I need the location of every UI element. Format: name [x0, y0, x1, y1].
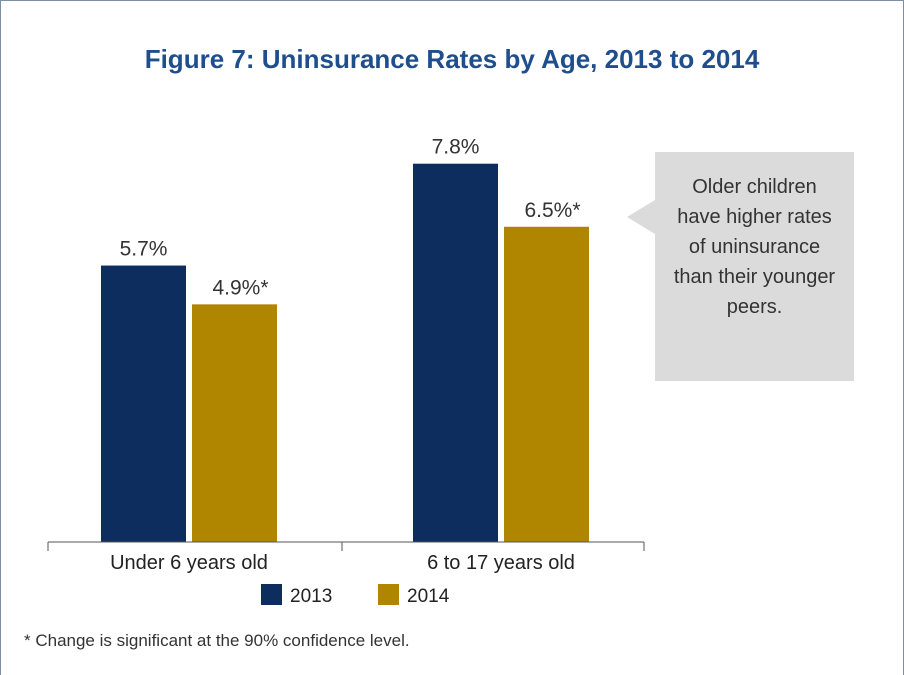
frame-border-top [0, 0, 904, 1]
bar-value-label: 6.5%* [524, 199, 580, 222]
chart-title: Figure 7: Uninsurance Rates by Age, 2013… [144, 44, 760, 74]
annotation-callout: Older children have higher rates of unin… [655, 152, 854, 381]
bar-value-label: 7.8% [432, 136, 480, 159]
frame-border-left [0, 0, 1, 675]
bar-2013-0 [101, 265, 186, 542]
bars-group [101, 163, 589, 542]
bar-labels-group: 5.7% 4.9%* 7.8% 6.5%* [120, 136, 581, 300]
bar-2014-1 [504, 226, 589, 542]
footnote: * Change is significant at the 90% confi… [24, 631, 410, 650]
legend-swatch-2013 [261, 584, 282, 605]
legend-label-2014: 2014 [407, 586, 450, 607]
legend-swatch-2014 [378, 584, 399, 605]
category-label: Under 6 years old [110, 552, 268, 574]
category-label: 6 to 17 years old [427, 552, 575, 574]
annotation-text: Older children have higher rates of unin… [673, 176, 836, 318]
bar-2014-0 [192, 304, 277, 542]
bar-2013-1 [413, 163, 498, 542]
legend-label-2013: 2013 [290, 586, 332, 607]
callout-pointer [627, 200, 655, 234]
bar-value-label: 5.7% [120, 238, 168, 261]
x-axis: Under 6 years old 6 to 17 years old [47, 541, 645, 574]
legend: 2013 2014 [261, 584, 450, 607]
bar-value-label: 4.9%* [212, 276, 268, 299]
